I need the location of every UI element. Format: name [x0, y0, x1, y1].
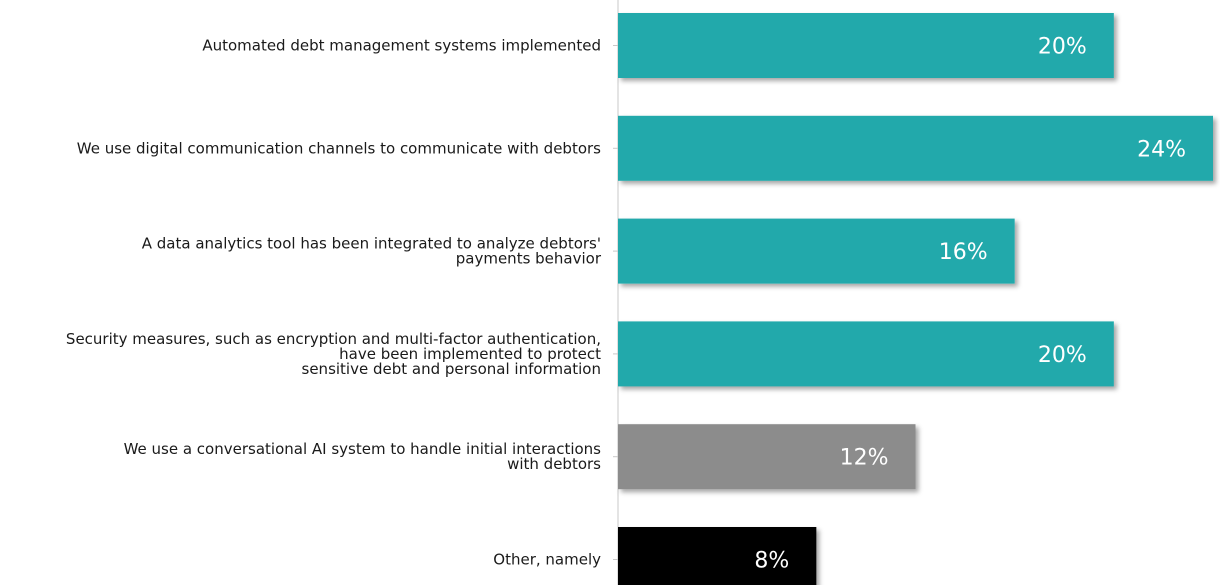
category-label-line: have been implemented to protect — [339, 345, 601, 363]
bar-5 — [618, 527, 817, 585]
category-label-line: We use digital communication channels to… — [77, 139, 601, 157]
category-label-2: A data analytics tool has been integrate… — [142, 235, 602, 268]
bar-2 — [618, 218, 1015, 284]
value-label-3: 20% — [1038, 343, 1087, 368]
bar-0 — [618, 13, 1114, 78]
category-label-line: Security measures, such as encryption an… — [66, 330, 601, 348]
category-label-line: Other, namely — [493, 551, 601, 569]
category-label-line: payments behavior — [456, 250, 602, 268]
category-label-1: We use digital communication channels to… — [77, 139, 601, 157]
value-label-4: 12% — [840, 446, 889, 471]
category-label-line: A data analytics tool has been integrate… — [142, 235, 601, 253]
category-label-line: Automated debt management systems implem… — [202, 37, 601, 55]
value-label-2: 16% — [939, 240, 988, 265]
category-label-line: We use a conversational AI system to han… — [124, 440, 602, 458]
category-label-5: Other, namely — [493, 551, 601, 569]
category-label-4: We use a conversational AI system to han… — [124, 440, 602, 473]
value-label-5: 8% — [754, 549, 789, 574]
bar-4 — [618, 424, 916, 490]
value-label-1: 24% — [1137, 137, 1186, 162]
value-label-0: 20% — [1038, 35, 1087, 60]
category-label-3: Security measures, such as encryption an… — [66, 330, 601, 378]
bar-1 — [618, 115, 1213, 181]
bar-3 — [618, 321, 1114, 387]
category-label-line: with debtors — [507, 455, 601, 473]
category-label-0: Automated debt management systems implem… — [202, 37, 601, 55]
category-label-line: sensitive debt and personal information — [302, 360, 601, 378]
